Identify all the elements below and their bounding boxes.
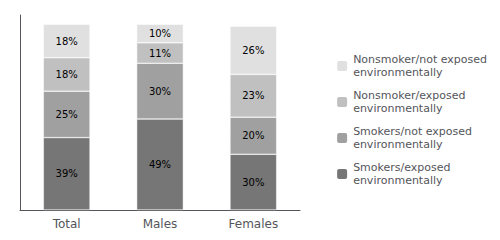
svg-text:environmentally: environmentally xyxy=(353,66,443,79)
svg-text:environmentally: environmentally xyxy=(353,174,443,187)
svg-text:18%: 18% xyxy=(56,36,78,47)
svg-text:11%: 11% xyxy=(149,48,171,59)
svg-text:Males: Males xyxy=(143,217,178,231)
svg-text:Smokers/not exposed: Smokers/not exposed xyxy=(353,125,472,138)
svg-text:environmentally: environmentally xyxy=(353,102,443,115)
svg-text:30%: 30% xyxy=(149,86,171,97)
svg-text:23%: 23% xyxy=(242,90,264,101)
svg-text:25%: 25% xyxy=(56,109,78,120)
svg-text:Smokers/exposed: Smokers/exposed xyxy=(353,161,450,174)
svg-text:49%: 49% xyxy=(149,159,171,170)
svg-text:39%: 39% xyxy=(56,168,78,179)
svg-text:Nonsmoker/exposed: Nonsmoker/exposed xyxy=(353,89,465,102)
svg-text:Females: Females xyxy=(229,217,279,231)
svg-text:Nonsmoker/not exposed: Nonsmoker/not exposed xyxy=(353,53,487,66)
svg-text:10%: 10% xyxy=(149,28,171,39)
svg-text:20%: 20% xyxy=(242,130,264,141)
svg-text:18%: 18% xyxy=(56,69,78,80)
svg-text:Total: Total xyxy=(52,217,81,231)
svg-text:30%: 30% xyxy=(242,177,264,188)
svg-text:environmentally: environmentally xyxy=(353,138,443,151)
svg-text:26%: 26% xyxy=(242,45,264,56)
